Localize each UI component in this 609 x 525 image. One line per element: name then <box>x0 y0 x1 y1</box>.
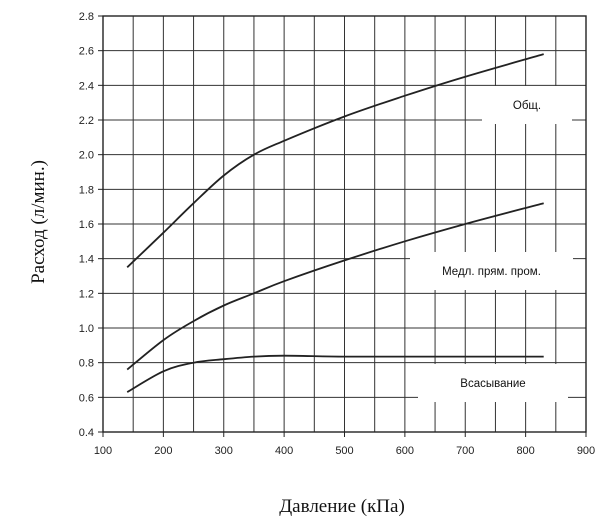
legend: Общ. Медл. прям. пром. Всасывание <box>410 86 573 402</box>
x-tick-label: 400 <box>275 445 293 457</box>
legend-box <box>410 252 573 290</box>
y-tick-label: 0.8 <box>79 358 94 370</box>
y-tick-label: 2.2 <box>79 115 94 127</box>
x-tick-label: 900 <box>577 445 595 457</box>
series-line <box>126 354 544 393</box>
x-tick-label: 600 <box>396 445 414 457</box>
x-tick-label: 800 <box>516 445 534 457</box>
y-tick-label: 2.0 <box>79 150 94 162</box>
legend-box <box>482 86 572 124</box>
y-tick-label: 1.6 <box>79 219 94 231</box>
y-tick-label: 1.0 <box>79 323 94 335</box>
series-lines <box>126 53 544 393</box>
legend-label: Общ. <box>513 100 541 112</box>
x-axis-label: Давление (кПа) <box>279 496 405 517</box>
legend-label: Медл. прям. пром. <box>442 266 541 278</box>
legend-box <box>418 364 568 402</box>
legend-label: Всасывание <box>460 378 525 390</box>
x-tick-label: 100 <box>94 445 112 457</box>
y-tick-label: 1.4 <box>79 254 94 266</box>
series-line <box>126 53 544 268</box>
x-tick-label: 700 <box>456 445 474 457</box>
x-tick-label: 300 <box>215 445 233 457</box>
y-tick-label: 2.8 <box>79 11 94 23</box>
series-line <box>126 202 544 371</box>
grid <box>103 16 586 432</box>
y-tick-label: 1.8 <box>79 184 94 196</box>
y-tick-label: 1.2 <box>79 288 94 300</box>
tick-labels: 100 200 300 400 500 600 700 800 900 0.4 0.6 0.8 1.0 1… <box>79 11 595 457</box>
y-tick-label: 0.6 <box>79 392 94 404</box>
y-tick-label: 0.4 <box>79 427 94 439</box>
y-tick-label: 2.6 <box>79 46 94 58</box>
x-tick-label: 500 <box>335 445 353 457</box>
y-tick-label: 2.4 <box>79 80 94 92</box>
x-tick-label: 200 <box>154 445 172 457</box>
y-axis-label: Расход (л/мин.) <box>28 160 49 284</box>
